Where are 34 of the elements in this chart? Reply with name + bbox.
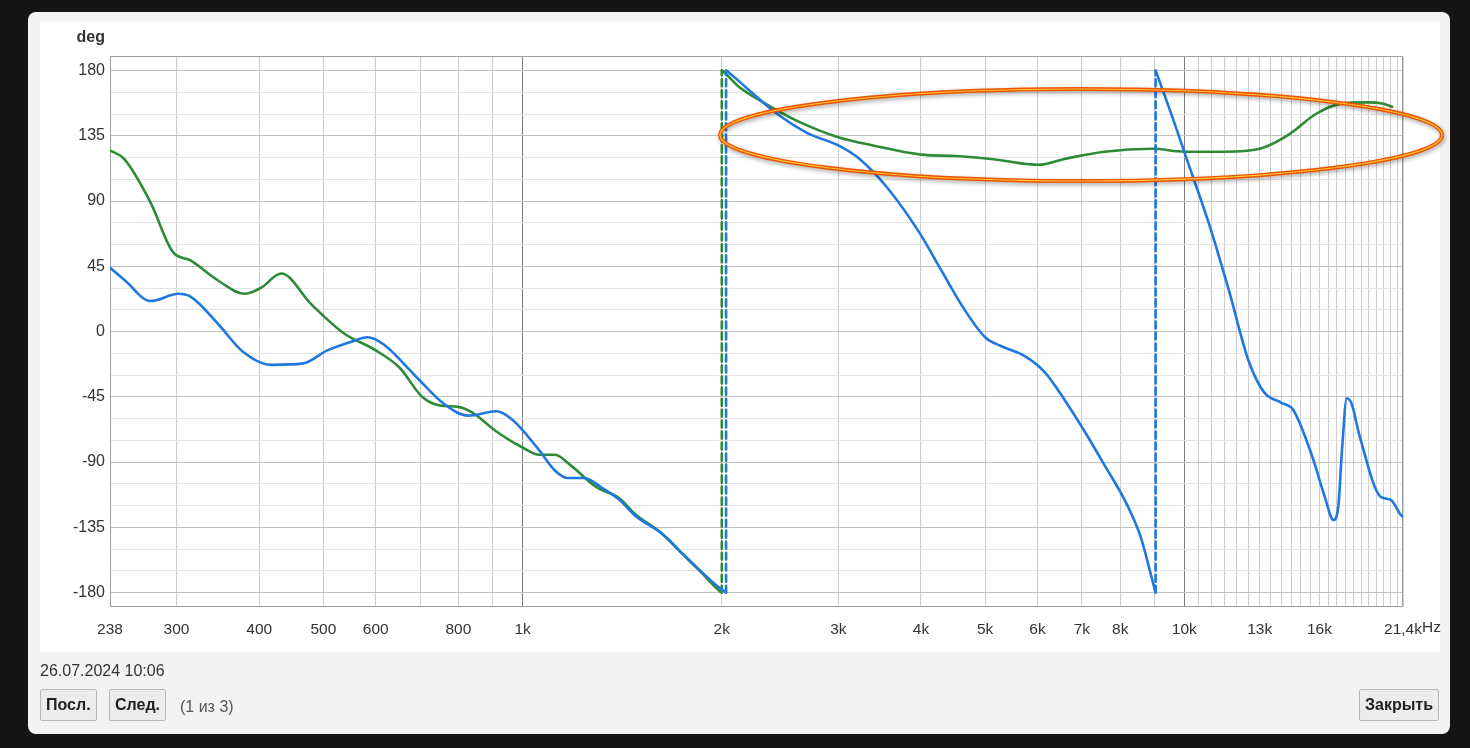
y-tick-label: 180: [78, 60, 106, 78]
text: (1 из 3): [180, 697, 234, 717]
x-tick-label: 16k: [1306, 619, 1333, 637]
y-tick-label: 135: [78, 126, 106, 144]
x-tick-label: 10k: [1171, 619, 1198, 637]
x-tick-label: 1k: [514, 619, 531, 637]
x-tick-label: 21,4k: [1384, 619, 1423, 637]
y-tick-label: -45: [81, 387, 106, 405]
back-button[interactable]: Посл.: [40, 689, 97, 721]
x-tick-label: 400: [246, 619, 273, 637]
x-tick-label: 238: [97, 619, 123, 637]
x-tick-label: 5k: [976, 619, 994, 637]
x-tick-label: 300: [163, 619, 190, 637]
y-tick-label: 0: [96, 321, 106, 339]
x-tick-label: 2k: [713, 619, 731, 637]
x-tick-label: 600: [362, 619, 390, 637]
y-tick-label: 45: [87, 256, 106, 274]
text: 26.07.2024 10:06: [40, 661, 165, 681]
x-tick-label: 3k: [830, 619, 847, 637]
close-button[interactable]: Закрыть: [1358, 689, 1439, 721]
x-tick-label: 4k: [912, 619, 930, 637]
x-tick-label: 6k: [1029, 619, 1046, 637]
y-tick-label: -135: [72, 517, 106, 535]
x-tick-label: 13k: [1247, 619, 1273, 637]
x-tick-label: 8k: [1112, 619, 1129, 637]
x-tick-label: 500: [310, 619, 337, 637]
x-tick-label: 800: [445, 619, 472, 637]
y-tick-label: -90: [81, 452, 106, 470]
x-axis-title: Hz: [1421, 618, 1441, 636]
next-button[interactable]: След.: [109, 689, 166, 721]
x-tick-label: 7k: [1073, 619, 1091, 637]
y-axis-title: deg: [76, 28, 105, 46]
y-tick-label: -180: [72, 582, 106, 600]
y-tick-label: 90: [87, 191, 106, 209]
